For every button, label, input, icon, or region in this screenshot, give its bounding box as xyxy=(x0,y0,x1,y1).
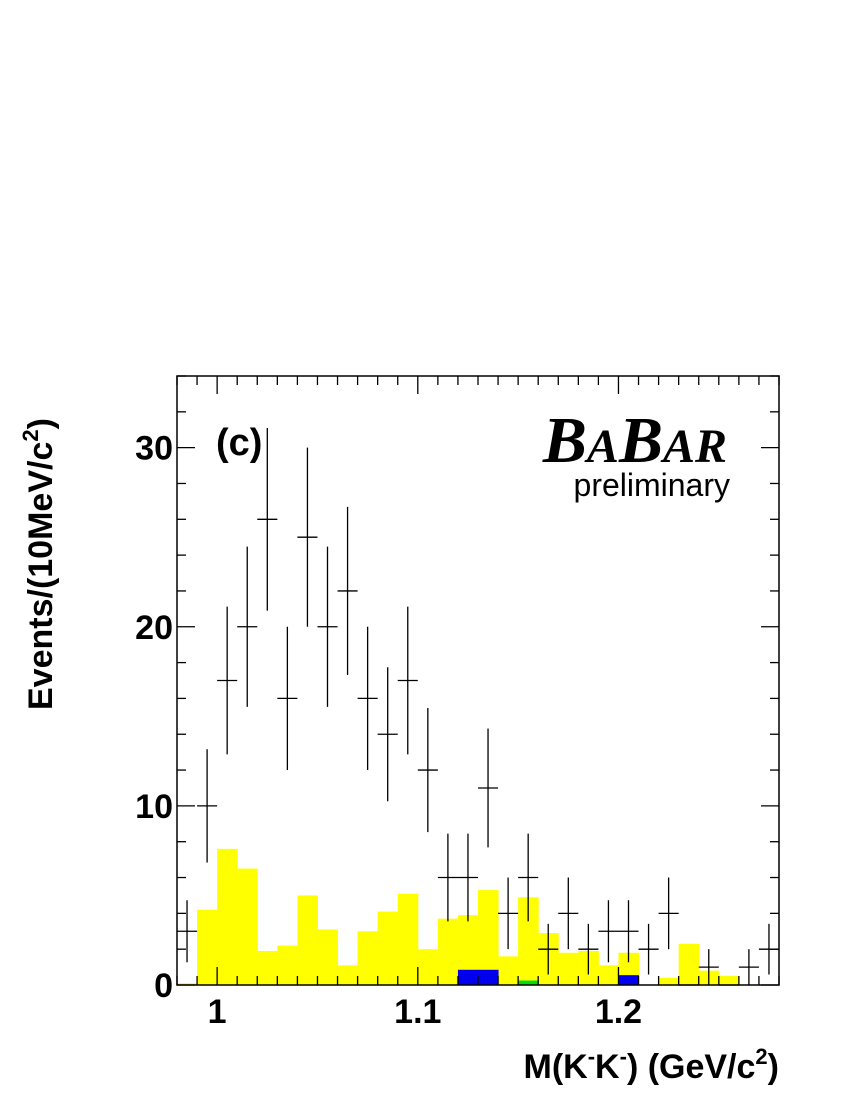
tick-labels: 1 1.1 1.2 0 10 20 30 xyxy=(135,430,642,1031)
hist-bar-series-0-19 xyxy=(558,952,579,985)
y-tick-label: 20 xyxy=(135,609,173,647)
data-point xyxy=(277,626,298,771)
hist-bar-series-0-13 xyxy=(437,918,459,985)
data-point xyxy=(498,877,519,950)
data-point xyxy=(538,923,559,975)
data-point xyxy=(377,667,398,802)
data-point xyxy=(397,606,418,755)
hist-bar-series-0-14 xyxy=(457,915,479,985)
data-point xyxy=(217,606,238,755)
hist-bar-series-0-12 xyxy=(417,949,439,985)
data-point xyxy=(518,833,539,922)
hist-bar-series-0-11 xyxy=(397,893,419,985)
x-tick-label: 1.1 xyxy=(394,993,441,1031)
data-point xyxy=(297,447,318,627)
hist-bar-series-0-6 xyxy=(297,895,318,985)
data-point xyxy=(437,833,458,922)
data-point xyxy=(578,923,599,975)
hist-bar-series-0-24 xyxy=(658,977,680,985)
x-tick-label: 1 xyxy=(208,993,227,1031)
hist-bar-series-0-0 xyxy=(177,983,198,985)
hist-bar-series-0-8 xyxy=(337,965,359,985)
data-point xyxy=(457,833,478,922)
hist-bar-series-0-17 xyxy=(518,897,539,985)
hist-bar-series-0-9 xyxy=(357,931,379,985)
data-point xyxy=(618,900,639,963)
hist-bar-series-0-21 xyxy=(598,965,619,985)
hist-bar-series-0-2 xyxy=(217,848,238,985)
data-point xyxy=(598,900,619,963)
data-point xyxy=(257,427,278,611)
data-point xyxy=(638,923,659,975)
y-axis-title: Events/(10MeV/c2) xyxy=(18,418,60,710)
hist-bar-series-0-16 xyxy=(498,956,519,985)
hist-bar-series-0-15 xyxy=(478,890,499,985)
histogram-bars xyxy=(177,848,740,985)
hist-bar-series-0-25 xyxy=(678,943,700,985)
babar-logo: BABAR xyxy=(542,404,727,477)
data-point xyxy=(478,728,499,848)
preliminary-label: preliminary xyxy=(574,467,730,503)
data-point xyxy=(738,949,759,985)
svg-text:BABAR: BABAR xyxy=(542,404,727,477)
hist-bar-series-0-5 xyxy=(277,945,298,985)
y-tick-label: 0 xyxy=(154,967,173,1005)
hist-bar-series-0-3 xyxy=(237,868,258,985)
hist-bar-series-2-0 xyxy=(518,980,539,985)
hist-bar-series-0-10 xyxy=(377,911,399,985)
x-axis-title: M(K-K-) (GeV/c2) xyxy=(524,1044,779,1086)
data-point xyxy=(357,626,378,771)
data-point xyxy=(237,546,258,707)
x-tick-label: 1.2 xyxy=(595,993,642,1031)
data-point xyxy=(658,877,679,950)
hist-bar-series-0-27 xyxy=(718,976,740,985)
data-point xyxy=(417,708,438,833)
hist-bar-series-1-1 xyxy=(478,969,499,985)
data-points xyxy=(177,427,779,986)
axis-ticks xyxy=(176,375,780,986)
data-point xyxy=(317,546,338,707)
y-tick-label: 10 xyxy=(135,788,173,826)
data-point xyxy=(177,900,198,963)
y-tick-label: 30 xyxy=(135,430,173,468)
data-point xyxy=(558,877,579,950)
hist-bar-series-1-2 xyxy=(618,975,640,985)
panel-label: (c) xyxy=(216,422,262,464)
hist-bar-series-0-7 xyxy=(317,929,339,985)
data-point xyxy=(698,949,719,985)
hist-bar-series-0-1 xyxy=(197,909,218,985)
data-point xyxy=(337,506,358,675)
data-point xyxy=(197,749,218,863)
hist-bar-series-0-4 xyxy=(257,950,278,985)
hist-bar-series-1-0 xyxy=(457,969,479,985)
